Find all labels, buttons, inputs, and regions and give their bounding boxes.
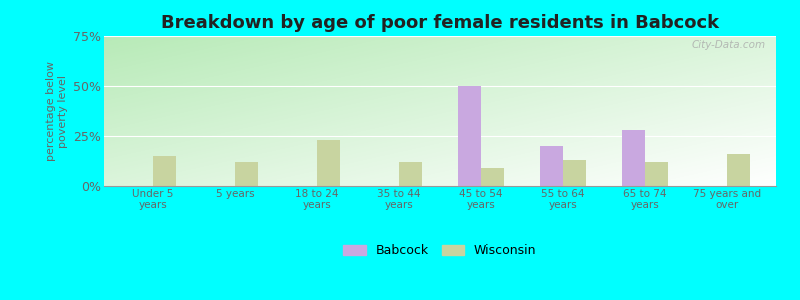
Bar [235, 162, 258, 186]
Title: Breakdown by age of poor female residents in Babcock: Breakdown by age of poor female resident… [161, 14, 719, 32]
Legend: Babcock, Wisconsin: Babcock, Wisconsin [338, 239, 542, 262]
Y-axis label: percentage below
poverty level: percentage below poverty level [46, 61, 68, 161]
Text: City-Data.com: City-Data.com [692, 40, 766, 50]
Bar [540, 146, 563, 186]
Bar [153, 156, 176, 186]
Bar [317, 140, 340, 186]
Bar [563, 160, 586, 186]
Bar [645, 162, 668, 186]
Bar [727, 154, 750, 186]
Bar [399, 162, 422, 186]
Bar [622, 130, 645, 186]
Bar [458, 86, 481, 186]
Bar [481, 168, 504, 186]
